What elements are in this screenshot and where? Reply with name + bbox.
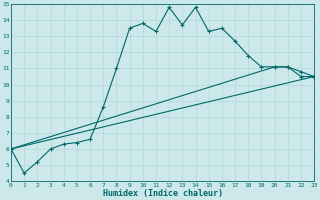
X-axis label: Humidex (Indice chaleur): Humidex (Indice chaleur)	[103, 189, 223, 198]
